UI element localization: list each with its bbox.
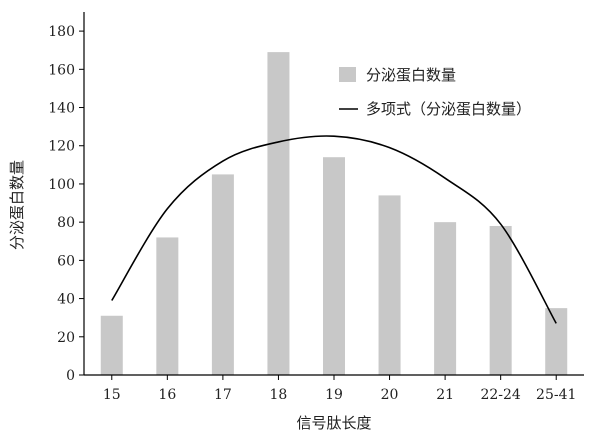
y-tick-label: 40 xyxy=(57,292,75,308)
x-tick-label: 25-41 xyxy=(536,387,576,403)
x-tick-label: 15 xyxy=(103,387,121,403)
x-tick-label: 20 xyxy=(381,387,399,403)
bar-21 xyxy=(434,222,457,375)
y-tick-label: 80 xyxy=(57,215,75,231)
y-axis-title: 分泌蛋白数量 xyxy=(8,160,26,250)
bar-22-24 xyxy=(489,225,512,375)
x-axis-title: 信号肽长度 xyxy=(296,414,371,432)
legend-bar-label: 分泌蛋白数量 xyxy=(366,66,456,84)
x-tick-label: 21 xyxy=(436,387,454,403)
legend-line-label: 多项式（分泌蛋白数量） xyxy=(366,100,531,118)
x-tick-label: 22-24 xyxy=(480,387,520,403)
bar-18 xyxy=(267,52,290,375)
trend-line xyxy=(111,135,557,324)
y-tick-label: 160 xyxy=(48,62,75,78)
y-tick-label: 180 xyxy=(48,24,75,40)
bar-19 xyxy=(323,157,345,375)
legend: 分泌蛋白数量 多项式（分泌蛋白数量） xyxy=(339,66,531,118)
legend-bar-swatch xyxy=(339,67,356,82)
bar-20 xyxy=(378,195,401,375)
bar-16 xyxy=(156,237,179,375)
x-tick-label: 19 xyxy=(325,387,343,403)
y-tick-label: 100 xyxy=(48,177,75,193)
x-ticks-group: 15 16 17 18 19 20 21 22-24 25-41 xyxy=(103,375,576,403)
y-ticks-group: 0 20 40 60 80 100 120 140 160 180 xyxy=(48,24,84,384)
x-tick-label: 17 xyxy=(214,387,232,403)
x-tick-label: 18 xyxy=(270,387,288,403)
y-tick-label: 20 xyxy=(57,330,75,346)
bar-17 xyxy=(211,174,234,375)
bar-15 xyxy=(100,315,123,375)
y-tick-label: 60 xyxy=(57,253,75,269)
bars-group xyxy=(100,52,568,375)
bar-25-41 xyxy=(545,308,568,375)
y-tick-label: 120 xyxy=(48,139,75,155)
y-tick-label: 140 xyxy=(48,101,75,117)
x-tick-label: 16 xyxy=(158,387,176,403)
y-tick-label: 0 xyxy=(66,368,75,384)
